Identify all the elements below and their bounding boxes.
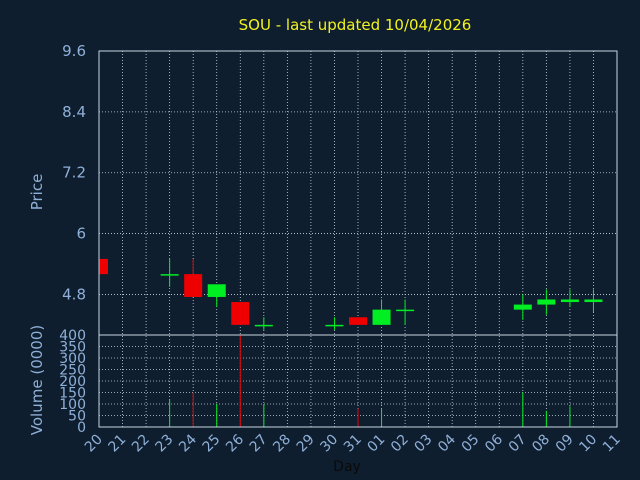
x-tick-label: 26: [223, 431, 247, 455]
x-tick-label: 09: [553, 432, 577, 456]
price-tick-label: 8.4: [62, 103, 86, 121]
x-tick-label: 23: [153, 432, 177, 456]
candle-body: [99, 258, 108, 275]
marks-layer: [98, 258, 603, 427]
price-axis-label: Price: [28, 174, 46, 211]
x-tick-label: 28: [270, 432, 294, 456]
volume-tick-label: 350: [59, 340, 86, 356]
candle-body: [254, 324, 273, 327]
candle-body: [160, 274, 179, 276]
candle-body: [560, 299, 579, 303]
volume-tick-label: 200: [59, 374, 86, 390]
x-tick-label: 10: [576, 432, 600, 456]
candle-body: [325, 324, 344, 327]
price-tick-label: 7.2: [62, 164, 86, 182]
x-tick-label: 25: [200, 432, 224, 456]
candle-body: [537, 299, 556, 305]
candle-body: [231, 302, 250, 325]
x-tick-label: 31: [341, 432, 365, 456]
x-tick-label: 29: [294, 432, 318, 456]
grid-layer: [99, 51, 617, 427]
volume-tick-label: 400: [59, 328, 86, 344]
x-tick-label: 11: [600, 432, 624, 456]
candle-body: [584, 299, 603, 303]
x-tick-label: 21: [105, 432, 129, 456]
price-tick-label: 4.8: [62, 285, 86, 303]
price-tick-label: 9.6: [62, 42, 86, 60]
x-tick-label: 27: [247, 432, 271, 456]
volume-tick-label: 250: [59, 363, 86, 379]
price-tick-label: 6: [76, 225, 86, 243]
x-tick-label: 01: [364, 432, 388, 456]
volume-tick-label: 0: [77, 420, 86, 436]
candle-body: [349, 317, 367, 325]
x-tick-label: 07: [506, 432, 530, 456]
volume-panel-frame: [98, 334, 618, 428]
chart-title: SOU - last updated 10/04/2026: [239, 16, 472, 34]
candle-body: [184, 274, 203, 297]
volume-tick-label: 150: [59, 386, 86, 402]
x-tick-label: 24: [176, 431, 200, 455]
x-tick-label: 30: [317, 432, 341, 456]
x-tick-label: 04: [435, 431, 459, 455]
x-axis-label: Day: [333, 459, 361, 475]
x-tick-label: 05: [459, 432, 483, 456]
candle-body: [372, 309, 391, 325]
candle-body: [396, 309, 415, 312]
candle-body: [513, 304, 532, 310]
volume-axis-label: Volume (0000): [28, 325, 46, 435]
x-tick-label: 06: [482, 431, 506, 455]
candle-body: [207, 284, 226, 297]
volume-tick-label: 50: [68, 409, 86, 425]
x-tick-label: 22: [129, 432, 153, 456]
frame-layer: [98, 50, 618, 428]
x-tick-label: 08: [529, 432, 553, 456]
volume-tick-label: 100: [59, 397, 86, 413]
x-tick-label: 03: [412, 432, 436, 456]
x-tick-label: 02: [388, 432, 412, 456]
volume-tick-label: 300: [59, 351, 86, 367]
